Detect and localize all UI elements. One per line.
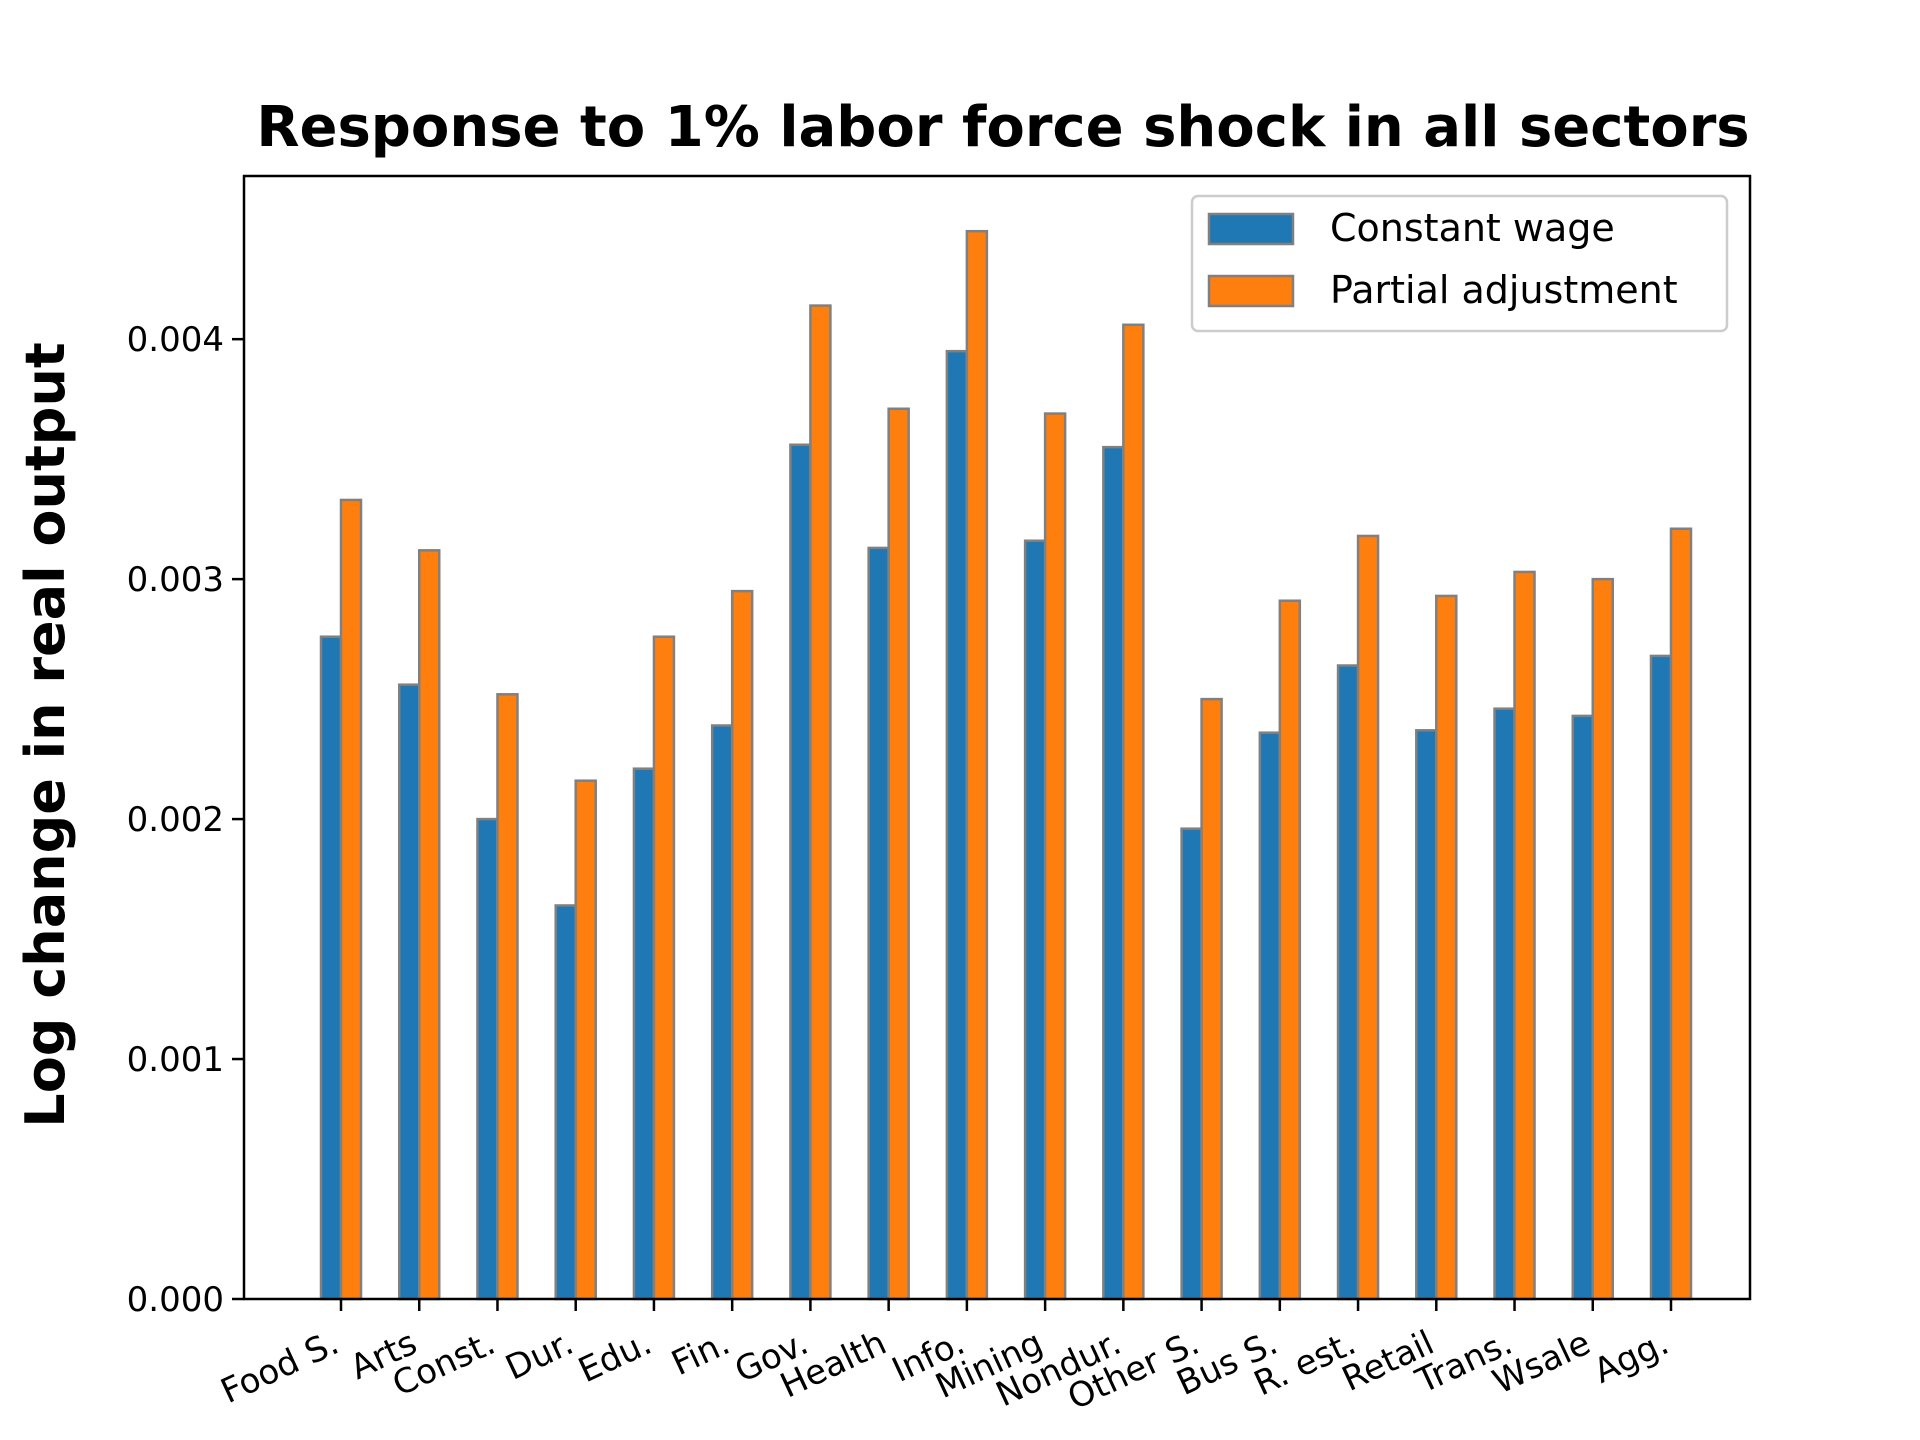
- bar-constant-wage-15: [1493, 707, 1516, 1301]
- bar-partial-adjustment-7: [887, 407, 910, 1301]
- x-tick-label-17: Agg.: [1588, 1323, 1675, 1392]
- plot-frame: [242, 174, 1752, 1301]
- bar-constant-wage-4: [632, 767, 656, 1301]
- bar-constant-wage-17: [1649, 654, 1673, 1301]
- legend-label-0: Constant wage: [1330, 206, 1615, 250]
- legend-label-1: Partial adjustment: [1330, 268, 1678, 312]
- bar-partial-adjustment-16: [1591, 577, 1615, 1301]
- bar-constant-wage-1: [397, 683, 421, 1301]
- bar-partial-adjustment-4: [652, 635, 676, 1301]
- x-tick-label-3: Dur.: [500, 1323, 580, 1389]
- bar-partial-adjustment-6: [809, 304, 832, 1301]
- bar-partial-adjustment-11: [1200, 697, 1223, 1301]
- legend-swatch-1: [1207, 274, 1295, 308]
- legend: Constant wage Partial adjustment: [1190, 194, 1729, 333]
- bar-constant-wage-8: [945, 349, 969, 1301]
- bar-constant-wage-11: [1180, 827, 1203, 1301]
- bar-partial-adjustment-5: [730, 589, 754, 1301]
- bar-partial-adjustment-14: [1435, 594, 1458, 1301]
- bar-constant-wage-5: [710, 724, 734, 1301]
- bar-partial-adjustment-10: [1122, 323, 1145, 1301]
- bars-layer: [319, 229, 1693, 1301]
- bar-partial-adjustment-1: [417, 549, 441, 1301]
- bar-constant-wage-6: [789, 443, 812, 1301]
- bar-partial-adjustment-3: [574, 779, 597, 1301]
- legend-box: [1190, 194, 1729, 333]
- bar-constant-wage-7: [867, 546, 890, 1301]
- y-tick-label-2: 0.002: [127, 800, 224, 840]
- bar-constant-wage-13: [1336, 664, 1360, 1301]
- y-tick-label-3: 0.003: [127, 560, 224, 600]
- bar-constant-wage-0: [319, 635, 343, 1301]
- legend-swatch-0: [1207, 212, 1295, 246]
- x-tick-label-4: Edu.: [572, 1323, 657, 1391]
- bar-partial-adjustment-0: [339, 498, 363, 1301]
- bar-constant-wage-10: [1102, 445, 1125, 1301]
- bar-partial-adjustment-9: [1043, 412, 1067, 1301]
- chart-title: Response to 1% labor force shock in all …: [256, 95, 1749, 160]
- y-tick-label-0: 0.000: [127, 1280, 224, 1320]
- bar-constant-wage-9: [1023, 539, 1047, 1301]
- y-tick-label-4: 0.004: [127, 320, 224, 360]
- bar-partial-adjustment-8: [965, 229, 989, 1301]
- y-axis-label: Log change in real output: [14, 342, 77, 1127]
- bar-partial-adjustment-2: [496, 693, 519, 1301]
- bar-partial-adjustment-13: [1356, 534, 1380, 1301]
- bar-partial-adjustment-12: [1278, 599, 1302, 1301]
- y-tick-label-1: 0.001: [127, 1040, 224, 1080]
- x-tick-label-0: Food S.: [215, 1323, 345, 1412]
- x-tick-label-5: Fin.: [666, 1323, 736, 1384]
- bar-constant-wage-2: [476, 817, 499, 1301]
- bar-constant-wage-14: [1415, 729, 1438, 1301]
- bar-partial-adjustment-15: [1513, 570, 1536, 1301]
- bar-constant-wage-12: [1258, 731, 1282, 1301]
- bar-constant-wage-16: [1571, 714, 1595, 1301]
- bar-constant-wage-3: [554, 904, 577, 1301]
- bar-partial-adjustment-17: [1669, 527, 1693, 1301]
